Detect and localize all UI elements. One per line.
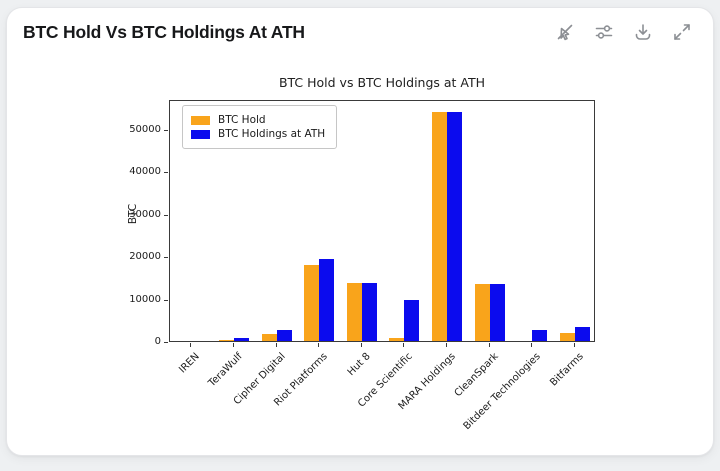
chart-legend: BTC Hold BTC Holdings at ATH — [182, 105, 338, 149]
bar-btc-holdings-ath — [361, 283, 377, 341]
bar-btc-holdings-ath — [319, 259, 335, 341]
x-tick-mark — [318, 343, 320, 347]
x-tick-mark — [573, 343, 575, 347]
legend-item-btc-hold: BTC Hold — [191, 114, 325, 126]
y-tick-label: 20000 — [129, 251, 161, 263]
legend-label: BTC Holdings at ATH — [218, 128, 326, 140]
settings-button[interactable] — [593, 21, 615, 43]
bar-btc-hold — [389, 338, 405, 341]
page-title: BTC Hold Vs BTC Holdings At ATH — [23, 21, 305, 42]
legend-item-btc-holdings-ath: BTC Holdings at ATH — [191, 128, 325, 140]
bar-btc-hold — [346, 283, 362, 341]
bar-btc-hold — [474, 284, 490, 341]
pointer-off-icon — [557, 24, 573, 41]
x-tick-mark — [275, 343, 277, 347]
y-tick-label: 40000 — [129, 166, 161, 178]
bar-btc-hold — [218, 340, 234, 341]
card-header: BTC Hold Vs BTC Holdings At ATH — [7, 8, 713, 43]
btc-hold-swatch — [191, 115, 210, 125]
x-tick-mark — [403, 343, 405, 347]
legend-label: BTC Hold — [218, 114, 266, 126]
bar-btc-holdings-ath — [446, 112, 462, 341]
expand-icon — [674, 24, 690, 40]
y-tick-mark — [164, 299, 168, 301]
btc-holdings-ath-swatch — [191, 129, 210, 139]
y-tick-label: 30000 — [129, 208, 161, 220]
bar-btc-holdings-ath — [574, 327, 590, 341]
bar-btc-holdings-ath — [233, 338, 249, 341]
bar-btc-holdings-ath — [532, 330, 548, 341]
x-tick-mark — [232, 343, 234, 347]
download-icon — [635, 24, 651, 40]
y-tick-label: 0 — [154, 336, 161, 347]
y-tick-mark — [164, 257, 168, 259]
bar-btc-hold — [304, 265, 320, 341]
chart-card: BTC Hold Vs BTC Holdings At ATH — [6, 7, 714, 456]
bar-btc-hold — [559, 333, 575, 341]
x-tick-mark — [488, 343, 490, 347]
expand-button[interactable] — [671, 21, 693, 43]
bar-btc-hold — [431, 112, 447, 341]
interactivity-toggle-button[interactable] — [554, 21, 576, 43]
x-tick-mark — [190, 343, 192, 347]
x-tick-mark — [531, 343, 533, 347]
bar-btc-hold — [261, 334, 277, 341]
bar-btc-holdings-ath — [489, 284, 505, 341]
y-tick-label: 50000 — [129, 123, 161, 135]
sliders-icon — [595, 25, 613, 39]
plot-area: BTC Hold BTC Holdings at ATH — [169, 100, 595, 342]
y-tick-mark — [164, 342, 168, 343]
bar-btc-holdings-ath — [404, 300, 420, 341]
y-tick-mark — [164, 214, 168, 216]
x-tick-mark — [445, 343, 447, 347]
y-tick-mark — [164, 129, 168, 131]
y-tick-mark — [164, 172, 168, 174]
bar-btc-holdings-ath — [276, 330, 292, 341]
chart-title: BTC Hold vs BTC Holdings at ATH — [278, 75, 486, 90]
x-tick-mark — [360, 343, 362, 347]
y-tick-label: 10000 — [129, 293, 161, 305]
download-button[interactable] — [632, 21, 654, 43]
